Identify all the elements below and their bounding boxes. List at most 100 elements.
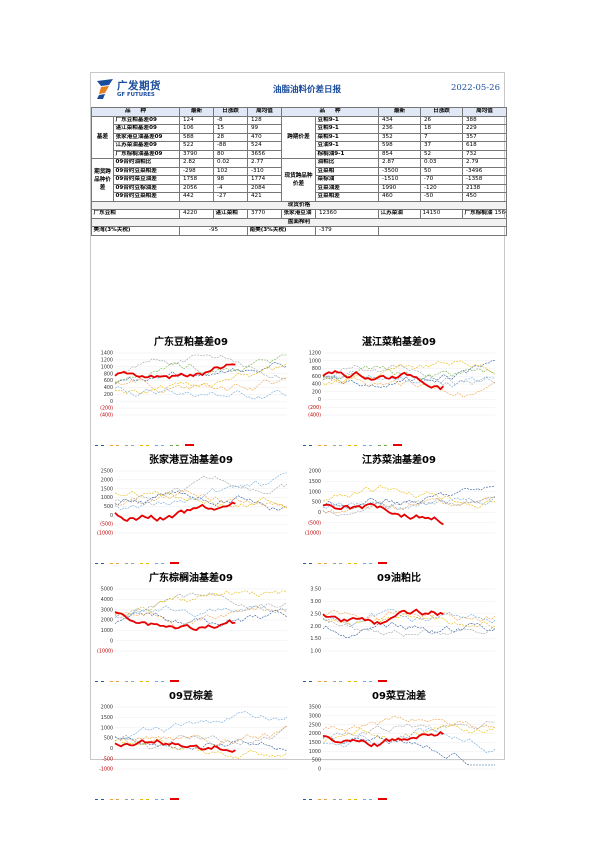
legend-swatch (140, 562, 149, 564)
y-tick-label: 800 (104, 371, 113, 377)
y-tick-label: 2000 (309, 731, 321, 737)
legend-item (110, 560, 121, 566)
legend-item (170, 678, 181, 684)
row-daily-change: -27 (213, 192, 248, 202)
series-line (322, 608, 496, 626)
legend-item (348, 796, 359, 802)
y-tick-label: (500) (308, 520, 321, 526)
legend-swatch (155, 680, 164, 682)
row-daily-change: 102 (213, 166, 248, 176)
row-weekly-avg: 732 (462, 149, 507, 159)
row-daily-change: 80 (213, 149, 248, 159)
legend-swatch (125, 562, 134, 564)
chart-title: 09油粕比 (377, 573, 421, 584)
series-line (322, 619, 496, 637)
series-line (322, 364, 496, 385)
group-label: 期货跨品种价差 (91, 158, 114, 202)
legend-swatch (95, 680, 104, 682)
price-spread-table: 品 种 最新 日涨跌 周均值 品 种 最新 日涨跌 周均值 基差 广东豆粕基差09… (91, 107, 507, 236)
row-daily-change: 50 (420, 166, 463, 176)
row-daily-change: -8 (213, 115, 248, 125)
series-line (322, 608, 444, 626)
table-row: 09合约豆菜粕差 442 -27 421 豆菜粕差 460 -50 450 (92, 192, 507, 202)
row-daily-change: 7 (420, 132, 463, 142)
legend-swatch (363, 444, 372, 446)
legend-item (393, 442, 404, 448)
row-daily-change: 37 (420, 141, 463, 151)
y-tick-label: 500 (104, 504, 113, 510)
row-daily-change: 26 (420, 115, 463, 125)
series-line (114, 738, 288, 759)
y-tick-label: 400 (312, 382, 321, 388)
y-tick-label: (1000) (305, 531, 321, 537)
legend-item (363, 442, 374, 448)
y-tick-label: 5000 (101, 587, 113, 593)
legend-item (170, 560, 181, 566)
legend-swatch (303, 562, 312, 564)
legend-swatch (363, 562, 372, 564)
legend-swatch (95, 562, 104, 564)
y-tick-label: (400) (100, 413, 113, 419)
legend-swatch (378, 680, 387, 682)
row-latest: 352 (378, 132, 421, 142)
row-weekly-avg: 99 (247, 124, 282, 134)
table-row: 期货跨品种价差 09合约油粕比 2.82 0.02 2.77 现货跨品种价差 油粕比 2.87… (91, 158, 507, 202)
legend-swatch (125, 444, 134, 446)
row-daily-change: 18 (420, 124, 463, 134)
y-tick-label: 3000 (101, 607, 113, 613)
row-latest: 442 (179, 192, 214, 202)
chart-legend (303, 796, 499, 802)
legend-item (363, 796, 374, 802)
legend-swatch (318, 562, 327, 564)
spread-rows: 基差 广东豆粕基差09 124 -8 128 跨期价差 豆粕9-1 434 26 388 湛江菜粕基… (91, 115, 507, 202)
legend-item (303, 796, 314, 802)
logo-text-en: GF FUTURES (117, 92, 155, 98)
spot-value: 3770 (247, 209, 282, 219)
group-label: 跨期价差 (281, 115, 316, 159)
legend-swatch (348, 680, 357, 682)
legend-item (363, 678, 374, 684)
y-tick-label: (500) (100, 522, 113, 528)
y-tick-label: (1000) (97, 649, 113, 655)
table-row: 广东棕榈油基差09 3790 80 3656 棕榈油9-1 854 52 732 (92, 149, 507, 159)
legend-swatch (318, 680, 327, 682)
legend-item (333, 796, 344, 802)
y-tick-label: (1000) (97, 531, 113, 537)
legend-swatch (393, 444, 402, 446)
legend-swatch (170, 562, 179, 564)
legend-item (110, 678, 121, 684)
row-variety: 湛江菜粕基差09 (113, 124, 180, 134)
y-tick-label: 3500 (309, 705, 321, 711)
legend-item (95, 796, 106, 802)
legend-swatch (155, 444, 164, 446)
legend-swatch (95, 798, 104, 800)
legend-swatch (110, 798, 119, 800)
header-weekly-avg-left: 周均值 (247, 107, 282, 117)
row-weekly-avg: 2084 (247, 183, 282, 193)
series-line (114, 386, 288, 400)
legend-item (303, 560, 314, 566)
legend-swatch (125, 680, 134, 682)
legend-item (348, 678, 359, 684)
y-tick-label: 2000 (309, 469, 321, 475)
legend-item (378, 442, 389, 448)
legend-swatch (333, 444, 342, 446)
series-line (114, 725, 288, 749)
series-line (322, 621, 496, 638)
spot-value: 4220 (179, 209, 214, 219)
y-tick-label: 2000 (101, 618, 113, 624)
legend-swatch (170, 798, 179, 800)
legend-item (125, 678, 136, 684)
y-tick-label: 1400 (101, 351, 113, 357)
y-tick-label: 1000 (309, 749, 321, 755)
y-tick-label: 0 (318, 510, 321, 516)
row-daily-change: 98 (213, 175, 248, 185)
spot-name: 张家港豆油 (281, 209, 316, 219)
row-latest: 1758 (179, 175, 214, 185)
legend-item (155, 442, 166, 448)
y-tick-label: 500 (312, 758, 321, 764)
legend-swatch (348, 798, 357, 800)
legend-item (95, 442, 106, 448)
y-tick-label: 0 (110, 399, 113, 405)
legend-item (95, 678, 106, 684)
